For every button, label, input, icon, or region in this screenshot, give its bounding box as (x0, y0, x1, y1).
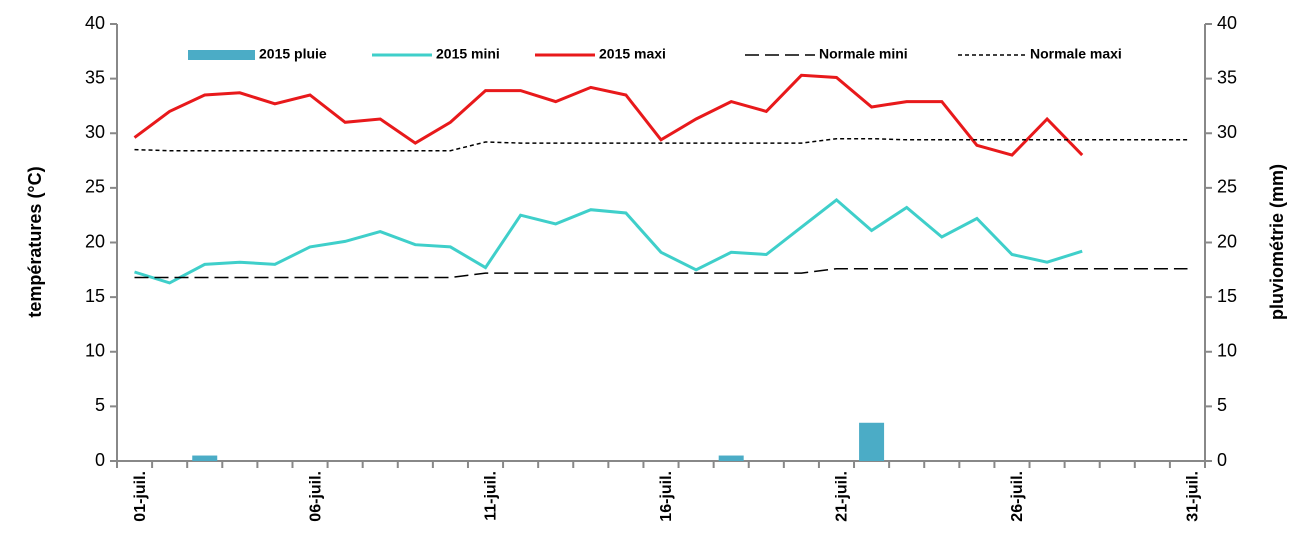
y2-tick-label: 25 (1217, 177, 1237, 197)
y-tick-label: 5 (95, 395, 105, 415)
x-tick-label: 06-juil. (307, 471, 324, 522)
y2-tick-label: 0 (1217, 450, 1227, 470)
legend-swatch (188, 50, 255, 60)
y2-tick-label: 30 (1217, 122, 1237, 142)
bar (859, 422, 885, 461)
y-tick-label: 20 (85, 231, 105, 251)
legend-label: Normale maxi (1030, 46, 1122, 62)
y-tick-label: 25 (85, 177, 105, 197)
line (134, 197, 1083, 285)
y2-tick-label: 20 (1217, 231, 1237, 251)
y-tick-label: 30 (85, 122, 105, 142)
bar (718, 455, 744, 461)
legend-label: 2015 mini (436, 46, 500, 62)
y-tick-label: 15 (85, 286, 105, 306)
x-tick-label: 21-juil. (834, 471, 851, 522)
y-tick-label: 40 (85, 13, 105, 33)
y-axis-label: températures (°C) (25, 166, 45, 317)
x-tick-label: 26-juil. (1009, 471, 1026, 522)
bar (192, 455, 218, 461)
y2-tick-label: 15 (1217, 286, 1237, 306)
legend-label: 2015 pluie (259, 46, 327, 62)
line (133, 73, 1084, 157)
line (134, 137, 1188, 152)
y2-tick-label: 35 (1217, 67, 1237, 87)
legend-label: 2015 maxi (599, 46, 666, 62)
y2-tick-label: 40 (1217, 13, 1237, 33)
x-tick-label: 01-juil. (132, 471, 149, 522)
legend-label: Normale mini (819, 46, 908, 62)
y2-tick-label: 5 (1217, 395, 1227, 415)
y2-axis-label: pluviométrie (mm) (1267, 164, 1287, 320)
line (134, 267, 1188, 279)
x-tick-label: 16-juil. (658, 471, 675, 522)
x-tick-label: 31-juil. (1185, 471, 1202, 522)
y-tick-label: 0 (95, 450, 105, 470)
x-tick-label: 11-juil. (483, 471, 500, 521)
y-tick-label: 10 (85, 341, 105, 361)
y2-tick-label: 10 (1217, 341, 1237, 361)
y-tick-label: 35 (85, 67, 105, 87)
